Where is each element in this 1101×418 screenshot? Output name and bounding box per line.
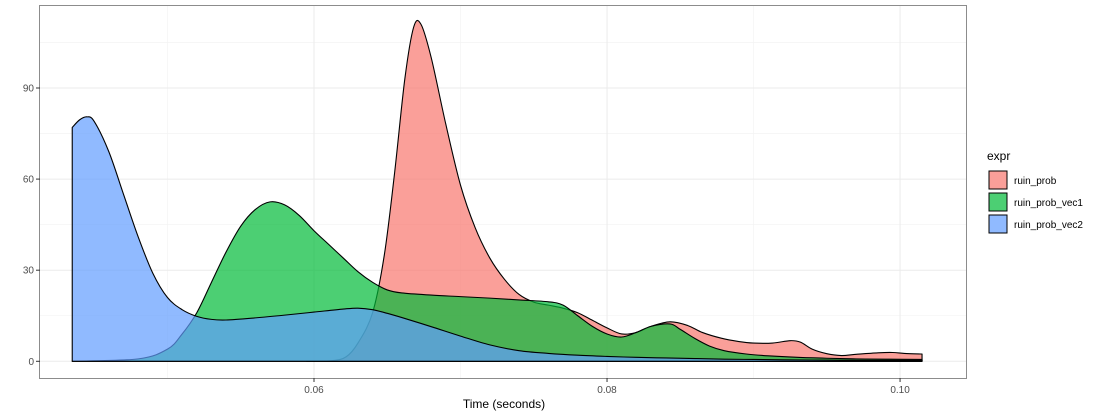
y-tick-label: 0 xyxy=(28,357,34,368)
legend-key-ruin_prob_vec2 xyxy=(988,214,1008,234)
legend-label-ruin_prob_vec2: ruin_prob_vec2 xyxy=(1014,220,1083,231)
legend-items: ruin_prob ruin_prob_vec1 ruin_prob_vec2 xyxy=(988,170,1083,234)
x-axis-title: Time (seconds) xyxy=(463,397,545,411)
y-tick-label: 90 xyxy=(23,83,35,94)
y-tick-label: 30 xyxy=(23,266,35,277)
x-tick-label: 0.08 xyxy=(597,385,617,396)
x-tick-label: 0.06 xyxy=(304,385,324,396)
density-area-ruin_prob xyxy=(306,19,923,362)
x-tick-label: 0.10 xyxy=(890,385,910,396)
axes: 0.06 0.08 0.10 0 30 60 90 xyxy=(23,83,910,396)
density-area-ruin_prob_vec2 xyxy=(71,116,923,362)
legend-title: expr xyxy=(987,149,1010,163)
legend-key-ruin_prob xyxy=(988,170,1008,190)
legend-label-ruin_prob: ruin_prob xyxy=(1014,176,1057,187)
legend-label-ruin_prob_vec1: ruin_prob_vec1 xyxy=(1014,198,1083,209)
density-areas xyxy=(71,19,923,362)
legend-key-ruin_prob_vec1 xyxy=(988,192,1008,212)
y-tick-label: 60 xyxy=(23,175,35,186)
legend: expr ruin_prob ruin_prob_vec1 ruin_prob_ve… xyxy=(987,149,1083,234)
